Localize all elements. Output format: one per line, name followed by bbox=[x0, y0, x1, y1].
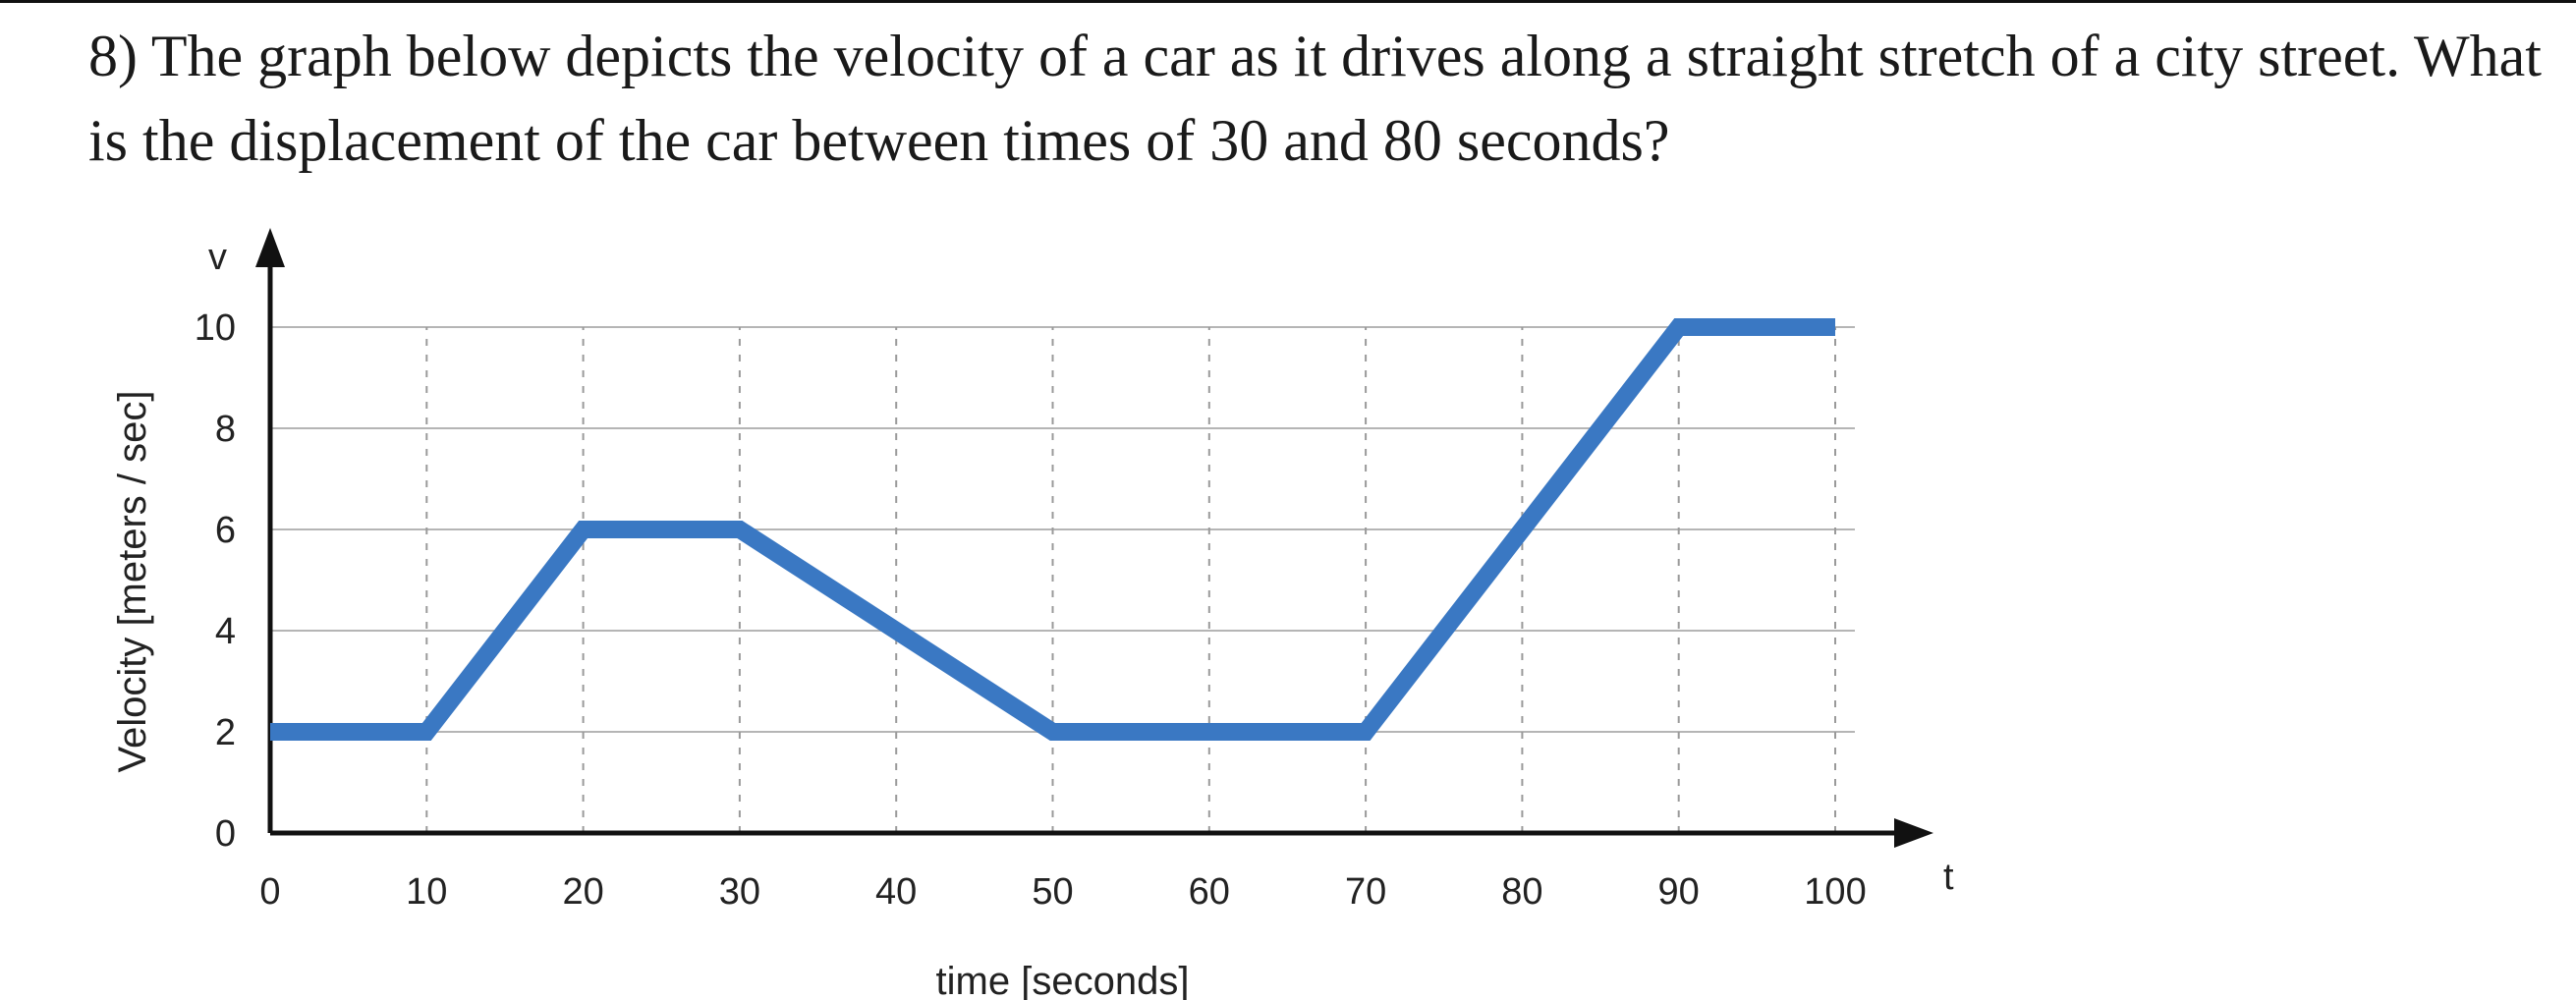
y-axis-title: Velocity [meters / sec] bbox=[111, 390, 154, 772]
series bbox=[270, 318, 1835, 741]
x-tick-label-100: 100 bbox=[1804, 871, 1866, 913]
x-axis-title: time [seconds] bbox=[936, 960, 1190, 1000]
x-tick-label-80: 80 bbox=[1501, 871, 1542, 913]
x-tick-label-60: 60 bbox=[1189, 871, 1230, 913]
x-tick-label-20: 20 bbox=[562, 871, 603, 913]
x-tick-label-10: 10 bbox=[406, 871, 447, 913]
question-text: 8) The graph below depicts the velocity … bbox=[88, 24, 2542, 173]
x-axis-symbol: t bbox=[1943, 857, 1954, 898]
y-axis-symbol: v bbox=[208, 237, 227, 278]
x-tick-label-70: 70 bbox=[1345, 871, 1386, 913]
y-tick-label-8: 8 bbox=[215, 409, 236, 450]
x-tick-label-50: 50 bbox=[1032, 871, 1073, 913]
y-axis-arrowhead bbox=[255, 228, 285, 267]
x-tick-label-90: 90 bbox=[1658, 871, 1700, 913]
x-tick-label-40: 40 bbox=[875, 871, 917, 913]
top-border bbox=[0, 0, 2576, 3]
x-tick-label-0: 0 bbox=[259, 871, 280, 913]
y-tick-label-2: 2 bbox=[215, 712, 236, 753]
axes bbox=[255, 228, 1933, 848]
y-tick-label-10: 10 bbox=[195, 307, 236, 349]
y-tick-label-4: 4 bbox=[215, 611, 236, 652]
y-tick-label-6: 6 bbox=[215, 510, 236, 551]
x-tick-label-30: 30 bbox=[719, 871, 760, 913]
y-tick-label-0: 0 bbox=[215, 813, 236, 855]
x-axis-arrowhead bbox=[1894, 818, 1933, 848]
tick-labels: 0 10 20 30 40 50 60 70 80 90 100 0 2 4 6 8 10 bbox=[195, 307, 1867, 913]
series-line-0 bbox=[270, 318, 1835, 741]
